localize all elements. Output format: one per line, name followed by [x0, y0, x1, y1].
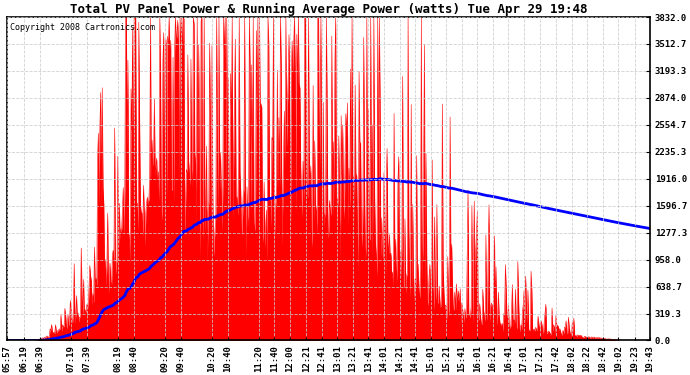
Text: Copyright 2008 Cartronics.com: Copyright 2008 Cartronics.com	[10, 24, 155, 33]
Title: Total PV Panel Power & Running Average Power (watts) Tue Apr 29 19:48: Total PV Panel Power & Running Average P…	[70, 3, 587, 16]
